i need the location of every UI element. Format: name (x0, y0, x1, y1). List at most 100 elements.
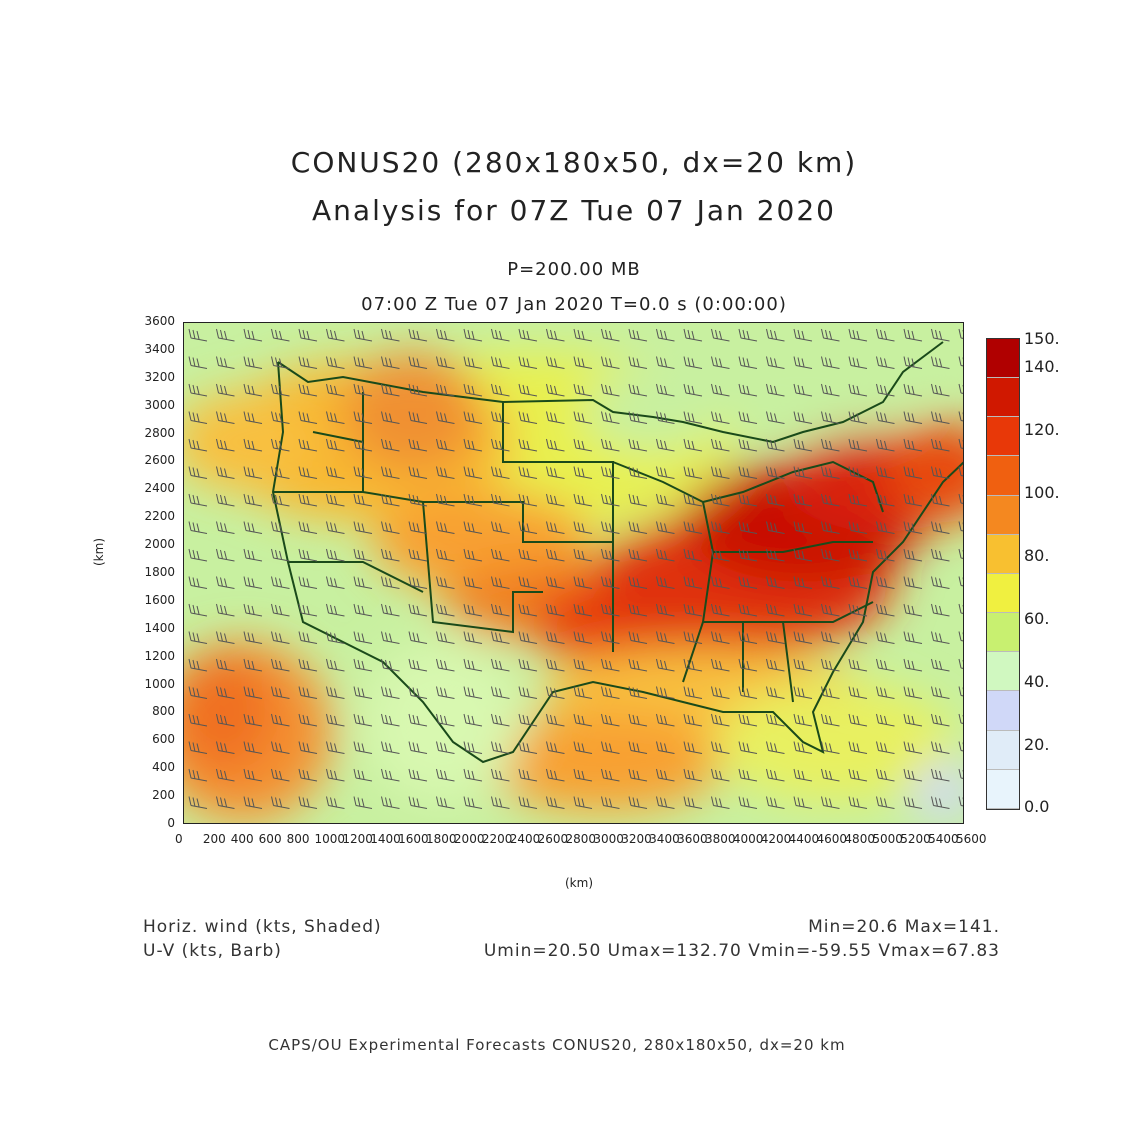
wind-barb (271, 686, 290, 699)
wind-barb (573, 713, 593, 727)
wind-barb (821, 438, 840, 452)
colorbar-block (987, 652, 1019, 692)
wind-barb (766, 356, 785, 369)
wind-barb (518, 356, 538, 369)
wind-barb (958, 411, 964, 422)
wind-barb (271, 576, 290, 589)
boundaries (271, 341, 964, 764)
colorbar-block (987, 378, 1019, 418)
wind-barb (656, 521, 675, 534)
wind-barb (298, 466, 318, 479)
wind-barb (188, 438, 208, 452)
wind-barb (271, 466, 290, 479)
wind-barb (463, 438, 483, 452)
wind-barb (601, 383, 620, 397)
wind-barb (243, 548, 263, 562)
wind-barb (463, 768, 483, 782)
wind-barb (903, 411, 923, 424)
wind-barb (381, 411, 400, 424)
wind-barb (243, 603, 263, 617)
wind-barb (711, 686, 730, 699)
wind-barb (216, 576, 235, 589)
wind-barb (903, 741, 923, 754)
wind-barb (793, 411, 813, 424)
wind-barb (491, 548, 510, 562)
wind-barb (518, 466, 538, 479)
wind-barb (408, 411, 428, 424)
wind-barb (381, 356, 400, 369)
colorbar-block (987, 769, 1019, 809)
colorbar-label: 60. (1024, 609, 1050, 628)
wind-barb (683, 493, 703, 507)
wind-barb (656, 686, 675, 699)
wind-barb (601, 411, 620, 424)
wind-barb (518, 741, 538, 754)
wind-barb (381, 466, 400, 479)
wind-barb (683, 713, 703, 727)
wind-barb (903, 438, 923, 452)
wind-barb (573, 438, 593, 452)
wind-barb (408, 493, 428, 507)
wind-barb (243, 713, 263, 727)
time-label: 07:00 Z Tue 07 Jan 2020 T=0.0 s (0:00:00… (361, 294, 787, 315)
wind-barb (491, 438, 510, 452)
wind-barb (408, 466, 428, 479)
wind-barb (876, 576, 895, 589)
wind-barb (436, 713, 455, 727)
wind-barb (546, 603, 565, 617)
wind-barb (683, 411, 703, 424)
y-tick-label: 1400 (144, 620, 175, 635)
wind-barb (381, 796, 400, 809)
wind-barb (628, 383, 648, 397)
wind-barb (216, 713, 235, 727)
wind-barb (381, 576, 400, 589)
wind-barb (683, 631, 703, 644)
wind-barb (408, 631, 428, 644)
wind-barb (601, 713, 620, 727)
wind-barb (216, 631, 235, 644)
wind-barb (298, 713, 318, 727)
wind-barb (711, 328, 730, 342)
wind-barb (903, 658, 923, 672)
wind-barb (628, 356, 648, 369)
wind-barb (381, 686, 400, 699)
wind-barb (573, 383, 593, 397)
wind-barb (491, 686, 510, 699)
wind-barb (271, 521, 290, 534)
wind-barb (793, 741, 813, 754)
y-tick-label: 3600 (144, 314, 175, 328)
wind-barb (766, 493, 785, 507)
wind-barb (793, 548, 813, 562)
wind-barb (326, 438, 345, 452)
wind-barb (793, 713, 813, 727)
wind-barb (931, 383, 950, 397)
wind-barb (216, 796, 235, 809)
wind-barb (876, 466, 895, 479)
legend-shaded: Horiz. wind (kts, Shaded) (143, 917, 382, 937)
y-tick-label: 800 (152, 704, 175, 719)
wind-barb (601, 686, 620, 699)
wind-barb (216, 521, 235, 534)
wind-barb (408, 741, 428, 754)
x-tick-label: 3200 (621, 832, 652, 846)
wind-barb (188, 411, 208, 424)
wind-barb (848, 631, 868, 644)
wind-barb (491, 576, 510, 589)
wind-barb (408, 713, 428, 727)
x-tick-label: 1600 (398, 832, 429, 846)
wind-barb (188, 328, 208, 342)
wind-barb (793, 576, 813, 589)
wind-barb (353, 493, 373, 507)
wind-barb (848, 438, 868, 452)
wind-barb (243, 411, 263, 424)
wind-barb (326, 631, 345, 644)
wind-barb (601, 328, 620, 342)
wind-barb (628, 548, 648, 562)
wind-barb (298, 548, 318, 562)
wind-barb (326, 576, 345, 589)
wind-barb (326, 603, 345, 617)
wind-barb (738, 383, 758, 397)
x-tick-label: 2800 (565, 832, 597, 846)
wind-barb (656, 438, 675, 452)
wind-barb (628, 466, 648, 479)
